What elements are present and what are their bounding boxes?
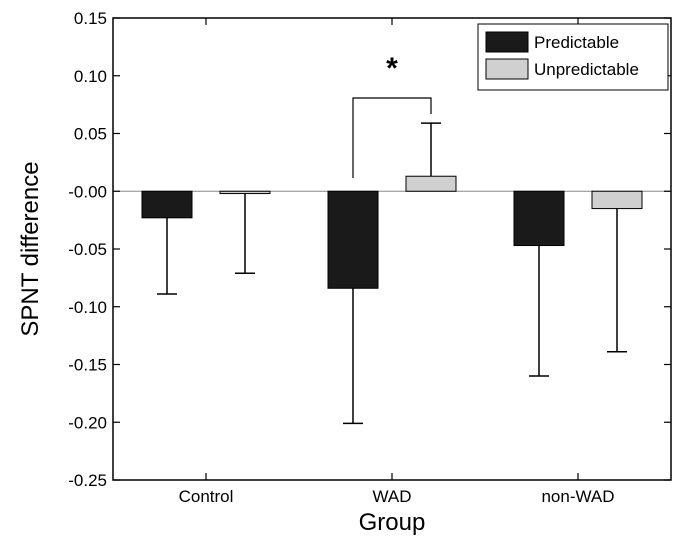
x-tick-label: Control	[179, 487, 234, 506]
y-tick-label: 0.15	[74, 9, 107, 28]
significance-bracket	[352, 97, 432, 178]
legend-label-predictable: Predictable	[534, 33, 619, 52]
bar-predictable-control	[141, 190, 193, 219]
y-tick-label: -0.20	[68, 413, 107, 432]
y-axis-title: SPNT difference	[17, 161, 44, 336]
bar-predictable-non-wad	[513, 190, 565, 247]
y-tick-label: -0.25	[68, 471, 107, 490]
x-axis-title: Group	[359, 509, 426, 536]
y-tick-label: 0.10	[74, 67, 107, 86]
bar-predictable-wad	[327, 190, 379, 289]
bar-unpredictable-non-wad	[591, 190, 643, 210]
y-tick-label: -0.00	[68, 182, 107, 201]
x-tick-label: WAD	[372, 487, 411, 506]
bar-unpredictable-control	[219, 190, 271, 195]
y-tick-label: -0.10	[68, 298, 107, 317]
y-tick-label: -0.05	[68, 240, 107, 259]
legend-label-unpredictable: Unpredictable	[534, 60, 639, 79]
bar-unpredictable-wad	[405, 175, 457, 192]
y-tick-label: 0.05	[74, 125, 107, 144]
significance-marker: *	[386, 52, 398, 85]
x-tick-label: non-WAD	[541, 487, 614, 506]
legend-swatch-predictable	[485, 31, 529, 53]
y-tick-label: -0.15	[68, 356, 107, 375]
legend-swatch-unpredictable	[485, 58, 529, 80]
